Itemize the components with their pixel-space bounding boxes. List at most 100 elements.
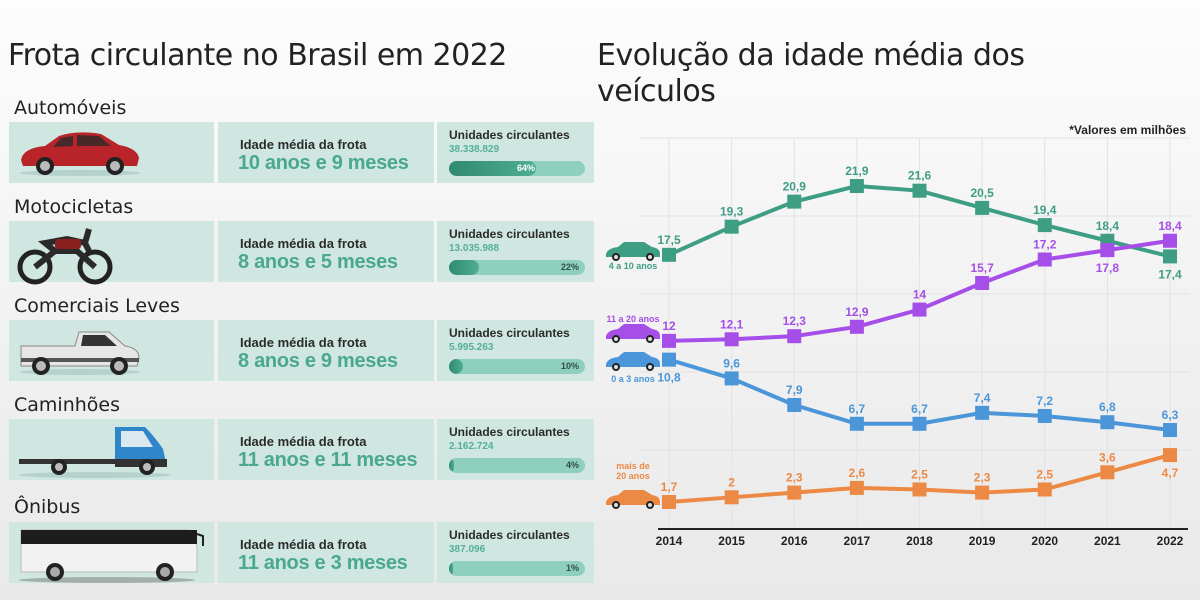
data-label: 6,3 [1162, 408, 1179, 422]
motorcycle-icon [15, 225, 115, 290]
data-label: 20,5 [970, 186, 994, 200]
vehicle-image-box [9, 419, 214, 480]
average-age-value: 8 anos e 5 meses [238, 251, 398, 273]
vehicle-image-box [9, 522, 214, 583]
average-age-value: 11 anos e 3 meses [238, 552, 408, 574]
data-label: 7,2 [1036, 394, 1053, 408]
units-box: Unidades circulantes 13.035.988 22% [437, 221, 594, 282]
data-point-marker [975, 200, 990, 215]
units-label: Unidades circulantes [449, 425, 570, 439]
category-row: Idade média da frota 8 anos e 5 meses Un… [9, 221, 594, 285]
share-percent: 64% [517, 163, 536, 173]
data-point-marker [1037, 218, 1052, 233]
average-age-label: Idade média da frota [240, 335, 367, 350]
average-age-label: Idade média da frota [240, 236, 367, 251]
share-percent: 22% [560, 262, 579, 272]
share-bar-fill [449, 458, 455, 473]
data-point-marker [912, 302, 927, 317]
x-tick-label: 2022 [1157, 534, 1184, 548]
data-point-marker [787, 398, 802, 413]
data-point-marker [1037, 408, 1052, 423]
data-label: 2,3 [974, 471, 991, 485]
category-title: Automóveis [14, 97, 127, 119]
data-point-marker [662, 352, 676, 367]
category-row: Idade média da frota 11 anos e 3 meses U… [9, 522, 594, 583]
average-age-box: Idade média da frota 11 anos e 3 meses [218, 522, 434, 583]
data-label: 19,4 [1033, 203, 1057, 217]
vehicle-image-box [9, 221, 214, 285]
share-percent: 1% [565, 563, 579, 573]
category-title: Motocicletas [14, 196, 134, 218]
share-percent: 4% [565, 460, 579, 470]
share-bar: 4% [449, 458, 585, 473]
average-age-box: Idade média da frota 8 anos e 5 meses [218, 221, 434, 282]
share-bar-fill [449, 260, 479, 275]
data-label: 12,3 [783, 314, 807, 328]
x-tick-label: 2019 [969, 534, 996, 548]
data-label: 6,8 [1099, 400, 1116, 414]
data-point-marker [662, 495, 676, 509]
data-point-marker [1037, 252, 1052, 267]
units-box: Unidades circulantes 2.162.724 4% [437, 419, 594, 480]
data-label: 18,4 [1096, 219, 1120, 233]
data-label: 20,9 [783, 180, 807, 194]
classic-car-icon [606, 490, 660, 509]
share-percent: 10% [560, 361, 579, 371]
age-chart-panel: Evolução da idade média dos veículos *Va… [597, 0, 1200, 600]
data-label: 10,8 [657, 371, 681, 385]
teal-car-icon [606, 242, 660, 261]
data-point-marker [1163, 233, 1177, 248]
data-point-marker [1163, 448, 1177, 463]
data-point-marker [849, 319, 864, 334]
data-point-marker [787, 194, 802, 209]
data-point-marker [849, 416, 864, 431]
average-age-box: Idade média da frota 11 anos e 11 meses [218, 419, 434, 480]
data-label: 12,1 [720, 317, 744, 331]
x-tick-label: 2018 [906, 534, 933, 548]
x-tick-label: 2017 [844, 534, 871, 548]
data-point-marker [787, 329, 802, 344]
share-bar: 1% [449, 561, 585, 576]
share-bar-fill [449, 561, 454, 576]
data-point-marker [912, 482, 927, 497]
units-value: 2.162.724 [449, 441, 494, 452]
data-label: 17,5 [657, 233, 681, 247]
data-point-marker [912, 183, 927, 198]
data-label: 4,7 [1162, 466, 1179, 480]
units-value: 387.096 [449, 544, 486, 555]
data-point-marker [1100, 243, 1115, 258]
data-point-marker [849, 179, 864, 193]
units-label: Unidades circulantes [449, 326, 570, 340]
line-chart: 2014 2015 2016 2017 2018 2019 2020 2021 2022 17,5… [606, 137, 1190, 548]
data-label: 18,4 [1158, 219, 1182, 233]
series-legend-label: 11 a 20 anos [606, 314, 659, 324]
data-point-marker [1163, 423, 1177, 438]
data-label: 2,5 [1036, 467, 1053, 481]
data-label: 1,7 [661, 480, 678, 494]
data-point-marker [724, 490, 739, 505]
chart-title: Evolução da idade média dos veículos [597, 38, 1037, 110]
units-box: Unidades circulantes 38.338.829 64% [437, 122, 594, 183]
data-label: 17,8 [1096, 261, 1120, 275]
data-label: 14 [913, 288, 927, 302]
category-row: Idade média da frota 11 anos e 11 meses … [9, 419, 594, 480]
data-point-marker [724, 219, 739, 234]
x-tick-label: 2021 [1094, 534, 1121, 548]
data-label: 2 [728, 475, 735, 489]
category-row: Idade média da frota 8 anos e 9 meses Un… [9, 320, 594, 381]
fleet-title: Frota circulante no Brasil em 2022 [8, 38, 507, 73]
share-bar: 10% [449, 359, 585, 374]
category-row: Idade média da frota 10 anos e 9 meses U… [9, 122, 594, 183]
data-point-marker [912, 416, 927, 431]
fleet-panel: Frota circulante no Brasil em 2022 Autom… [8, 38, 594, 583]
x-tick-label: 2020 [1031, 534, 1058, 548]
units-label: Unidades circulantes [449, 528, 570, 542]
series-legend-label: mais de [616, 461, 650, 471]
units-label: Unidades circulantes [449, 128, 570, 142]
data-label: 12 [662, 319, 676, 333]
units-box: Unidades circulantes 5.995.263 10% [437, 320, 594, 381]
data-label: 7,4 [974, 391, 991, 405]
x-tick-label: 2015 [718, 534, 745, 548]
units-label: Unidades circulantes [449, 227, 570, 241]
data-label: 17,2 [1033, 238, 1057, 252]
